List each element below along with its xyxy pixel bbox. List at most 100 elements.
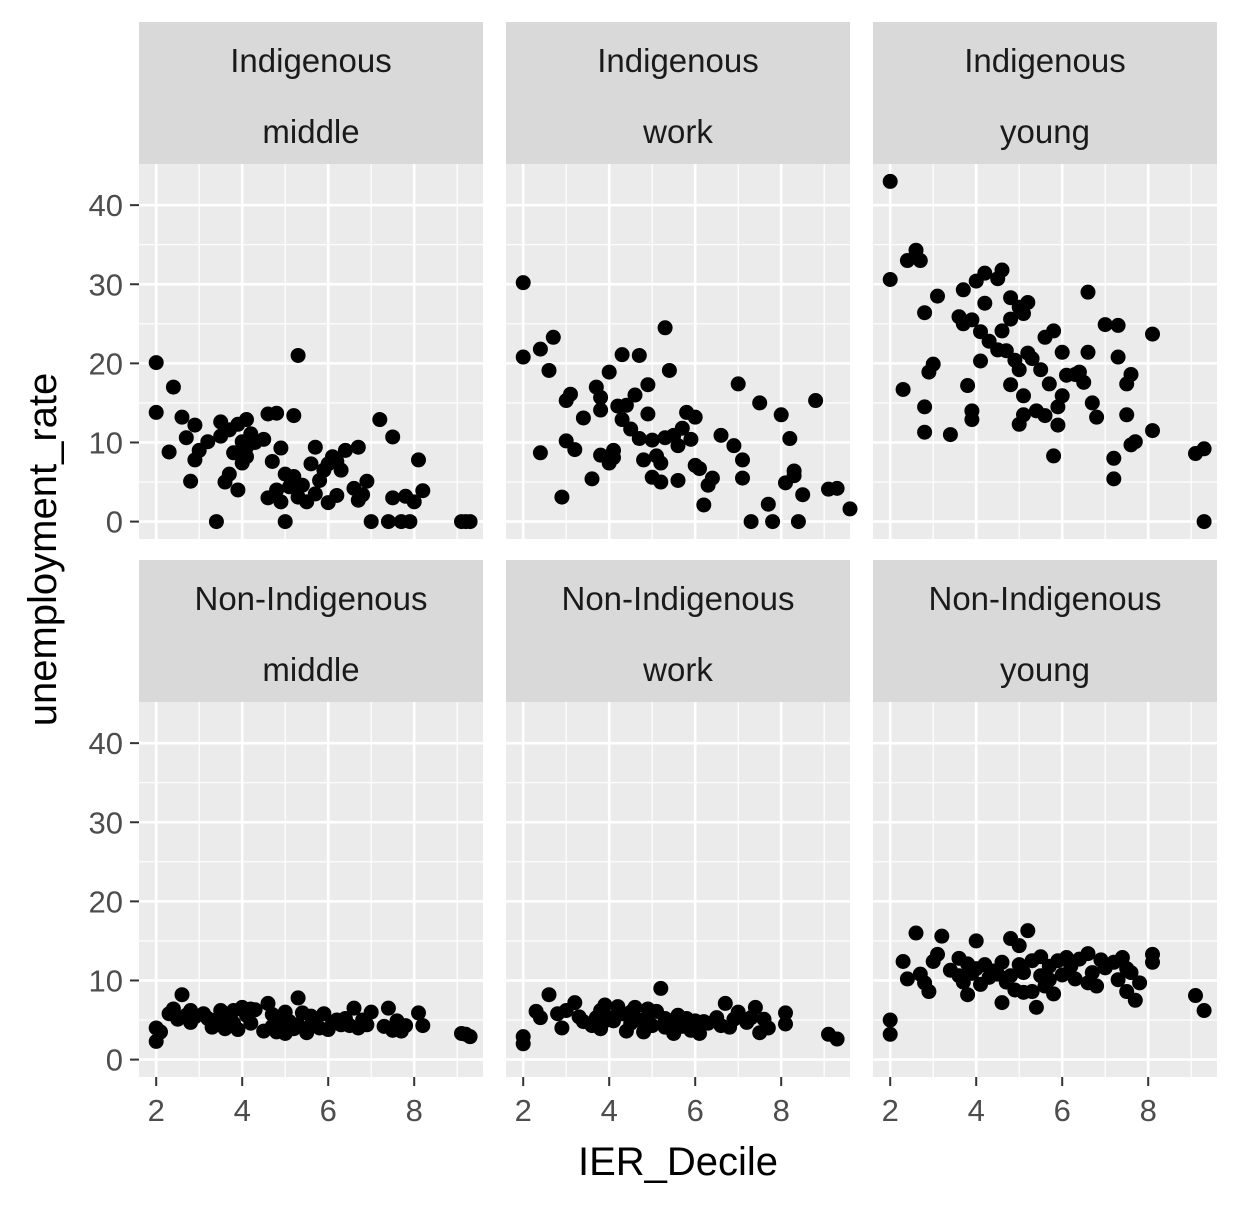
data-point: [359, 473, 375, 489]
data-point: [515, 1036, 531, 1052]
data-point: [269, 405, 285, 421]
data-point: [239, 449, 254, 465]
data-point: [743, 514, 759, 530]
data-point: [406, 494, 422, 510]
data-point: [273, 494, 289, 510]
data-point: [329, 487, 345, 503]
y-tick-label: 0: [106, 1043, 123, 1078]
data-point: [640, 406, 656, 422]
data-point: [402, 514, 418, 530]
x-tick-label: 4: [968, 1093, 985, 1128]
x-tick-label: 8: [406, 1093, 423, 1128]
data-point: [286, 408, 302, 424]
data-point: [398, 1018, 414, 1034]
data-point: [1054, 388, 1070, 404]
data-point: [760, 496, 776, 512]
data-point: [230, 482, 246, 498]
data-point: [541, 362, 557, 378]
data-point: [955, 282, 971, 298]
data-point: [515, 275, 531, 291]
data-point: [786, 468, 802, 484]
data-point: [174, 409, 190, 425]
data-point: [567, 442, 583, 458]
facet-label-col-indigenous-middle: middle: [262, 113, 359, 150]
data-point: [692, 1025, 707, 1041]
data-point: [1132, 975, 1148, 991]
data-point: [773, 407, 789, 423]
data-point: [631, 431, 647, 447]
data-point: [567, 995, 583, 1011]
data-point: [994, 995, 1010, 1011]
x-tick-label: 8: [773, 1093, 790, 1128]
data-point: [882, 173, 898, 189]
data-point: [964, 412, 980, 428]
data-point: [385, 429, 401, 445]
data-point: [1033, 949, 1049, 965]
data-point: [1016, 407, 1031, 423]
data-point: [290, 347, 306, 363]
data-point: [264, 453, 280, 469]
x-tick-label: 4: [601, 1093, 618, 1128]
data-point: [808, 393, 824, 409]
data-point: [730, 376, 746, 392]
data-point: [1196, 1003, 1212, 1019]
data-point: [670, 438, 686, 454]
data-point: [273, 440, 289, 456]
data-point: [1106, 450, 1122, 466]
data-point: [661, 362, 677, 378]
data-point: [1003, 377, 1019, 393]
data-point: [899, 971, 915, 987]
data-point: [960, 987, 976, 1003]
data-point: [977, 295, 993, 311]
data-point: [1089, 409, 1105, 425]
data-point: [200, 434, 216, 450]
data-point: [174, 987, 190, 1003]
data-point: [1016, 965, 1031, 981]
data-point: [778, 1005, 793, 1021]
data-point: [1067, 971, 1083, 987]
facet-label-col-non-indigenous-middle: middle: [262, 651, 359, 688]
data-point: [316, 1006, 332, 1022]
data-point: [303, 456, 319, 472]
data-point: [917, 305, 933, 321]
data-point: [782, 431, 798, 447]
data-point: [593, 402, 609, 418]
data-point: [148, 404, 164, 420]
y-tick-label: 30: [89, 267, 123, 302]
x-tick-label: 2: [515, 1093, 532, 1128]
data-point: [165, 379, 181, 395]
data-point: [696, 497, 712, 513]
data-point: [554, 489, 570, 505]
x-tick-label: 2: [148, 1093, 165, 1128]
y-axis-title: unemployment_rate: [21, 373, 65, 727]
data-point: [921, 984, 937, 1000]
data-point: [752, 395, 768, 411]
data-point: [1020, 923, 1036, 939]
data-point: [593, 389, 609, 405]
data-point: [994, 954, 1010, 970]
data-point: [973, 324, 988, 340]
data-point: [247, 1002, 263, 1018]
data-point: [627, 387, 643, 403]
data-point: [934, 928, 950, 944]
data-point: [653, 980, 669, 996]
data-point: [747, 999, 763, 1015]
data-point: [307, 439, 323, 455]
data-point: [1110, 972, 1126, 988]
data-point: [355, 487, 371, 503]
facet-strip-non-indigenous-work: [506, 560, 850, 702]
data-point: [899, 253, 915, 269]
data-point: [1080, 284, 1096, 300]
data-point: [346, 1000, 362, 1016]
data-point: [670, 472, 686, 488]
data-point: [735, 452, 750, 468]
x-tick-label: 6: [320, 1093, 337, 1128]
data-point: [882, 272, 898, 288]
data-point: [623, 421, 639, 437]
data-point: [631, 347, 647, 363]
data-point: [187, 417, 203, 433]
facet-strip-non-indigenous-young: [873, 560, 1217, 702]
data-point: [363, 514, 379, 530]
data-point: [606, 450, 621, 466]
